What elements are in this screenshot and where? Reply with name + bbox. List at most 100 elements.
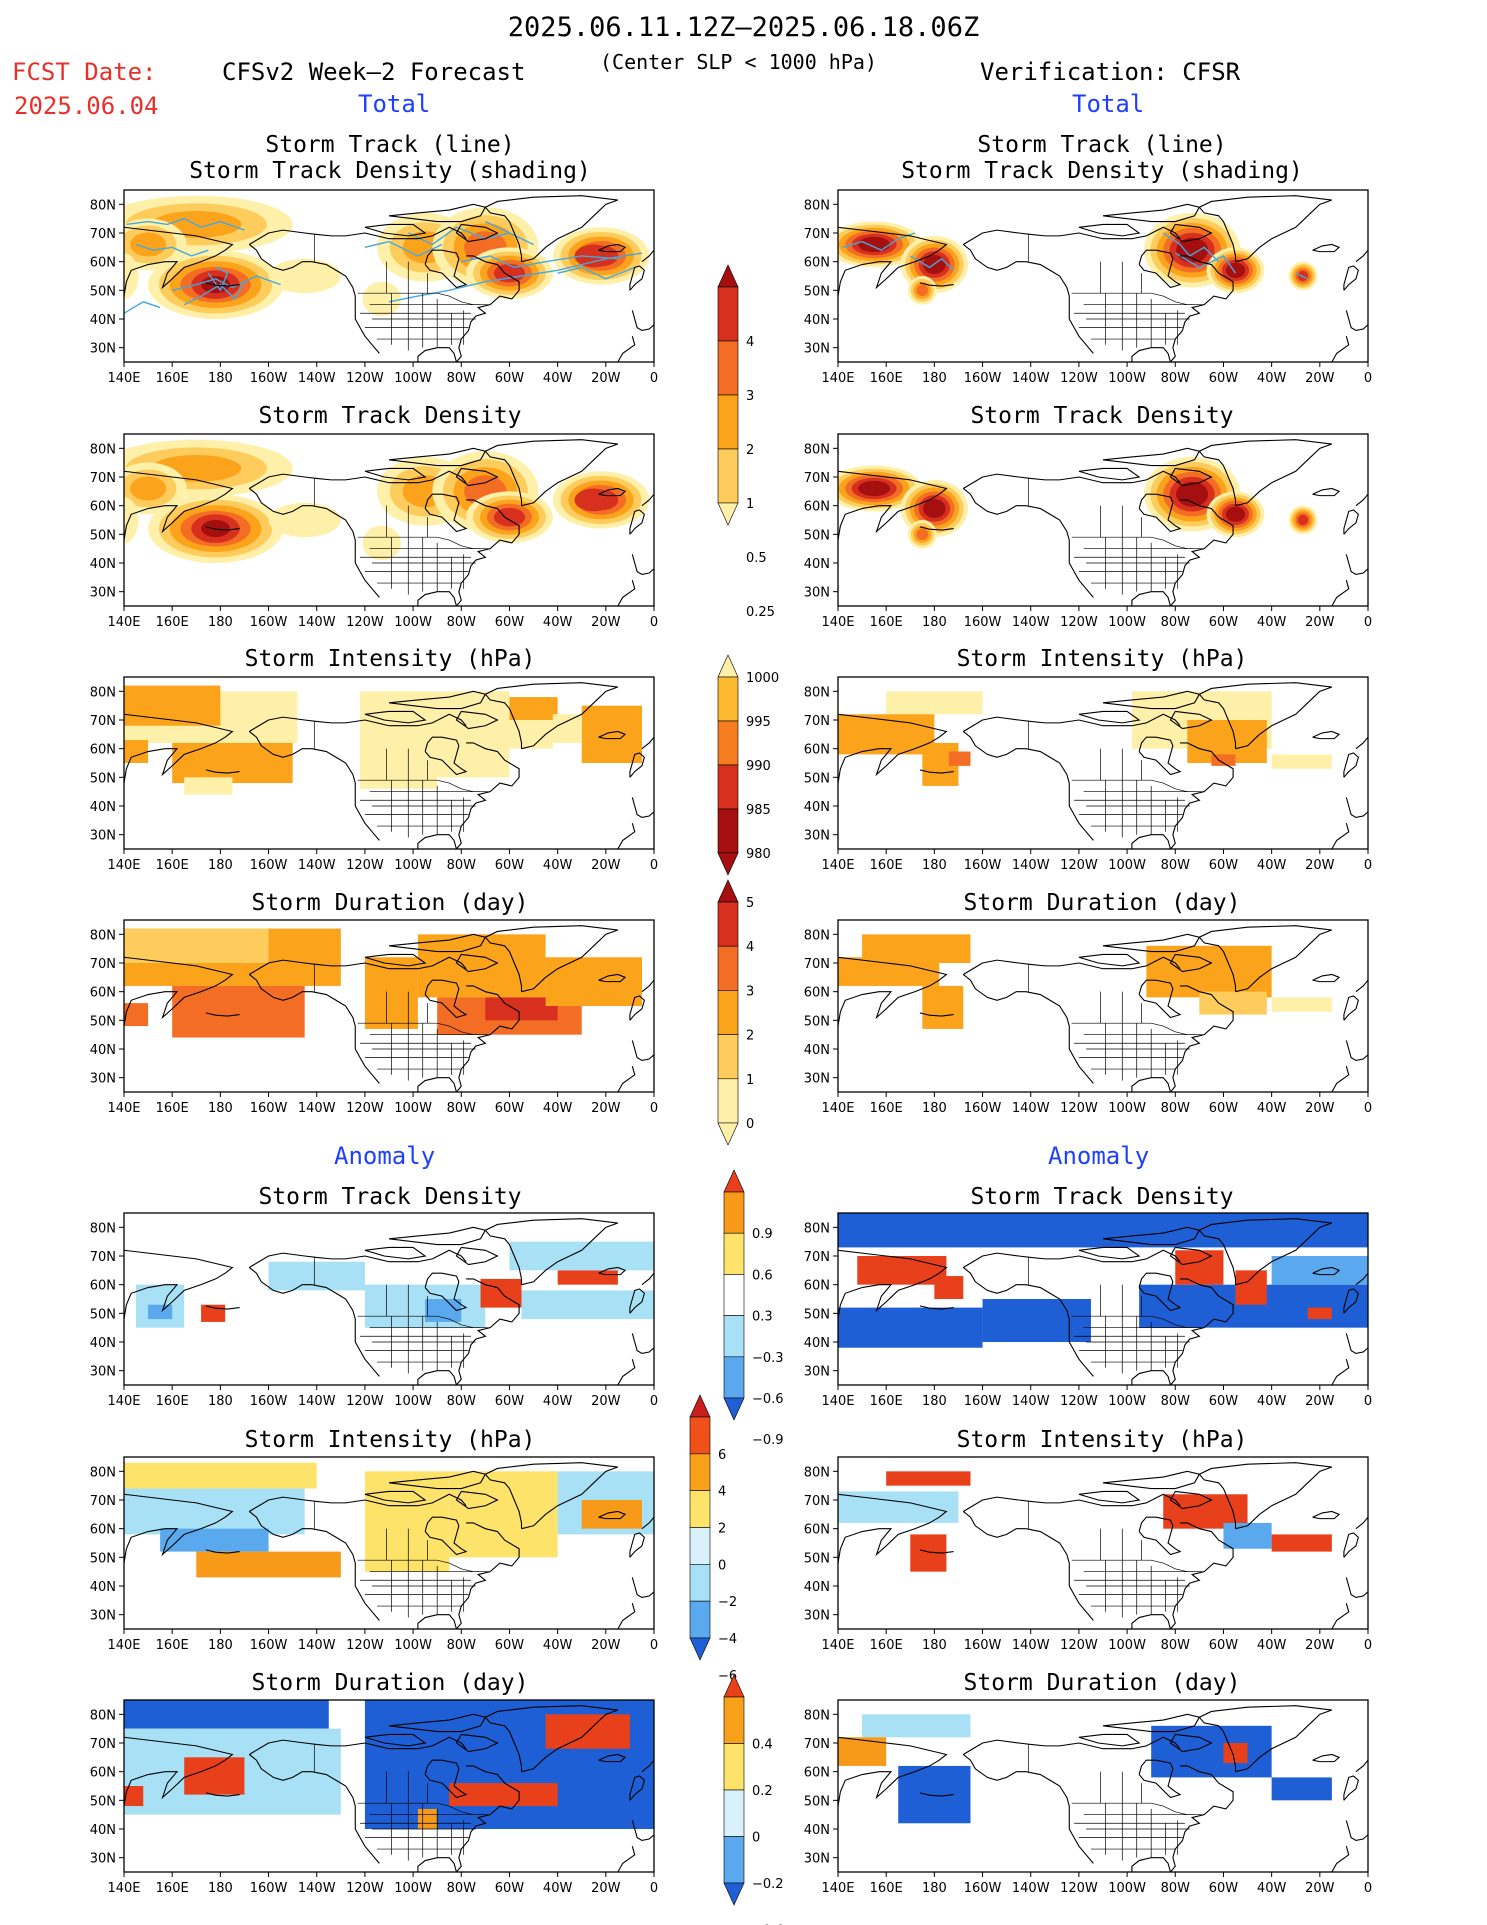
density-contour (916, 528, 929, 541)
density-contour (130, 476, 167, 501)
panel-title-density-right: Storm Track Density (970, 403, 1234, 429)
lon-tick-label: 180 (922, 1638, 947, 1653)
lat-tick-label: 70N (804, 1494, 830, 1509)
lon-tick-label: 40W (1257, 1638, 1287, 1653)
lon-tick-label: 80W (1161, 1638, 1191, 1653)
lat-tick-label: 50N (90, 771, 116, 786)
lat-tick-label: 60N (90, 986, 116, 1001)
colorbar-segment (717, 808, 739, 854)
lon-tick-label: 140W (298, 371, 336, 386)
panel-title-tl2: Storm Track Density (shading) (189, 158, 591, 184)
panel-title-anom-duration-left: Storm Duration (day) (251, 1670, 529, 1696)
panel-title-intensity-right: Storm Intensity (hPa) (956, 646, 1248, 672)
storm-track-line (842, 232, 916, 251)
colorbar-segment (723, 1743, 745, 1791)
lon-tick-label: 20W (591, 615, 621, 630)
lon-tick-label: 160W (964, 1881, 1002, 1896)
lat-tick-label: 70N (90, 957, 116, 972)
panel-verif-intensity-anom: 140E 160E 180 160W 140W 120W 100W 80W 60W 40W 20W 0… (804, 1456, 1372, 1653)
lon-tick-label: 40W (1257, 1394, 1287, 1409)
colorbar-segment (717, 286, 739, 342)
lat-tick-label: 30N (804, 586, 830, 601)
lat-tick-label: 70N (804, 227, 830, 242)
coastlines (124, 195, 654, 362)
lat-tick-label: 60N (90, 1279, 116, 1294)
storm-track-line (461, 255, 618, 269)
lon-tick-label: 20W (1305, 1101, 1335, 1116)
lat-tick-label: 80N (804, 442, 830, 457)
colorbar-label: 0.2 (752, 1784, 773, 1799)
lat-tick-label: 70N (90, 1494, 116, 1509)
lon-tick-label: 60W (1209, 1638, 1239, 1653)
lon-tick-label: 140E (821, 615, 854, 630)
lon-tick-label: 100W (394, 371, 432, 386)
grid-cell (1271, 1534, 1332, 1552)
grid-cell (934, 1276, 964, 1299)
grid-cell (449, 1471, 558, 1558)
lon-tick-label: 160W (964, 1101, 1002, 1116)
storm-track-line (388, 252, 643, 303)
lat-tick-label: 80N (90, 198, 116, 213)
lat-tick-label: 80N (90, 928, 116, 943)
density-contour (130, 232, 167, 257)
grid-cell (449, 1783, 558, 1807)
grid-cell (1271, 754, 1332, 769)
grid-cell (857, 1256, 947, 1285)
grid-cell (417, 1808, 438, 1829)
forecast-title: CFSv2 Week–2 Forecast (222, 58, 526, 86)
lon-tick-label: 40W (543, 1394, 573, 1409)
colorbar-label: 980 (746, 847, 771, 862)
panel-title-anom-intensity-left: Storm Intensity (hPa) (244, 1427, 536, 1453)
lat-tick-label: 70N (804, 714, 830, 729)
grid-cell (196, 1551, 341, 1578)
lon-tick-label: 120W (1060, 1881, 1098, 1896)
coastlines (124, 1462, 654, 1629)
coastlines (124, 1218, 654, 1385)
lat-tick-label: 30N (90, 829, 116, 844)
right-anomaly-subtitle: Anomaly (1048, 1142, 1150, 1170)
grid-cell (201, 1304, 226, 1322)
grid-cell (838, 1737, 887, 1766)
lon-tick-label: 160W (964, 858, 1002, 873)
lon-tick-label: 100W (1108, 1638, 1146, 1653)
lat-tick-label: 60N (90, 1766, 116, 1781)
grid-cell (1223, 1743, 1248, 1764)
lon-tick-label: 140W (298, 1101, 336, 1116)
panel-title-intensity-left: Storm Intensity (hPa) (244, 646, 536, 672)
lon-tick-label: 60W (1209, 1101, 1239, 1116)
lon-tick-label: 140E (821, 1638, 854, 1653)
lat-tick-label: 40N (90, 313, 116, 328)
lon-tick-label: 160E (870, 1101, 903, 1116)
panel-forecast-intensity: 140E 160E 180 160W 140W 120W 100W 80W 60W 40W 20W 0… (90, 676, 658, 873)
density-contour (858, 236, 891, 253)
grid-cell (124, 1488, 305, 1535)
lon-tick-label: 60W (495, 1394, 525, 1409)
fcst-date-value: 2025.06.04 (14, 92, 159, 120)
lon-tick-label: 80W (447, 615, 477, 630)
grid-cell (581, 705, 642, 763)
lon-tick-label: 140E (107, 1881, 140, 1896)
colorbar-label: −0.6 (752, 1392, 784, 1407)
lon-tick-label: 160W (250, 615, 288, 630)
lat-tick-label: 80N (804, 1221, 830, 1236)
left-total-subtitle: Total (358, 90, 431, 118)
density-contour (1176, 237, 1209, 263)
storm-tracks (124, 217, 643, 314)
lon-tick-label: 60W (495, 1101, 525, 1116)
lon-tick-label: 80W (447, 1881, 477, 1896)
lon-tick-label: 180 (922, 615, 947, 630)
density-contour (268, 258, 341, 294)
colorbar-label: −0.2 (752, 1877, 784, 1892)
field (124, 439, 650, 563)
grid-cell (1199, 991, 1267, 1015)
lon-tick-label: 40W (543, 858, 573, 873)
coastlines (124, 682, 654, 849)
lat-tick-label: 70N (804, 1250, 830, 1265)
colorbar-label: 995 (746, 715, 771, 730)
lon-tick-label: 160W (250, 1638, 288, 1653)
storm-track-line (207, 266, 229, 292)
panel-verif-duration-anom: 140E 160E 180 160W 140W 120W 100W 80W 60W 40W 20W 0… (804, 1699, 1372, 1896)
lat-tick-label: 70N (804, 1737, 830, 1752)
colorbar-label: 0.3 (752, 1310, 773, 1325)
colorbar-segment (689, 1490, 711, 1528)
